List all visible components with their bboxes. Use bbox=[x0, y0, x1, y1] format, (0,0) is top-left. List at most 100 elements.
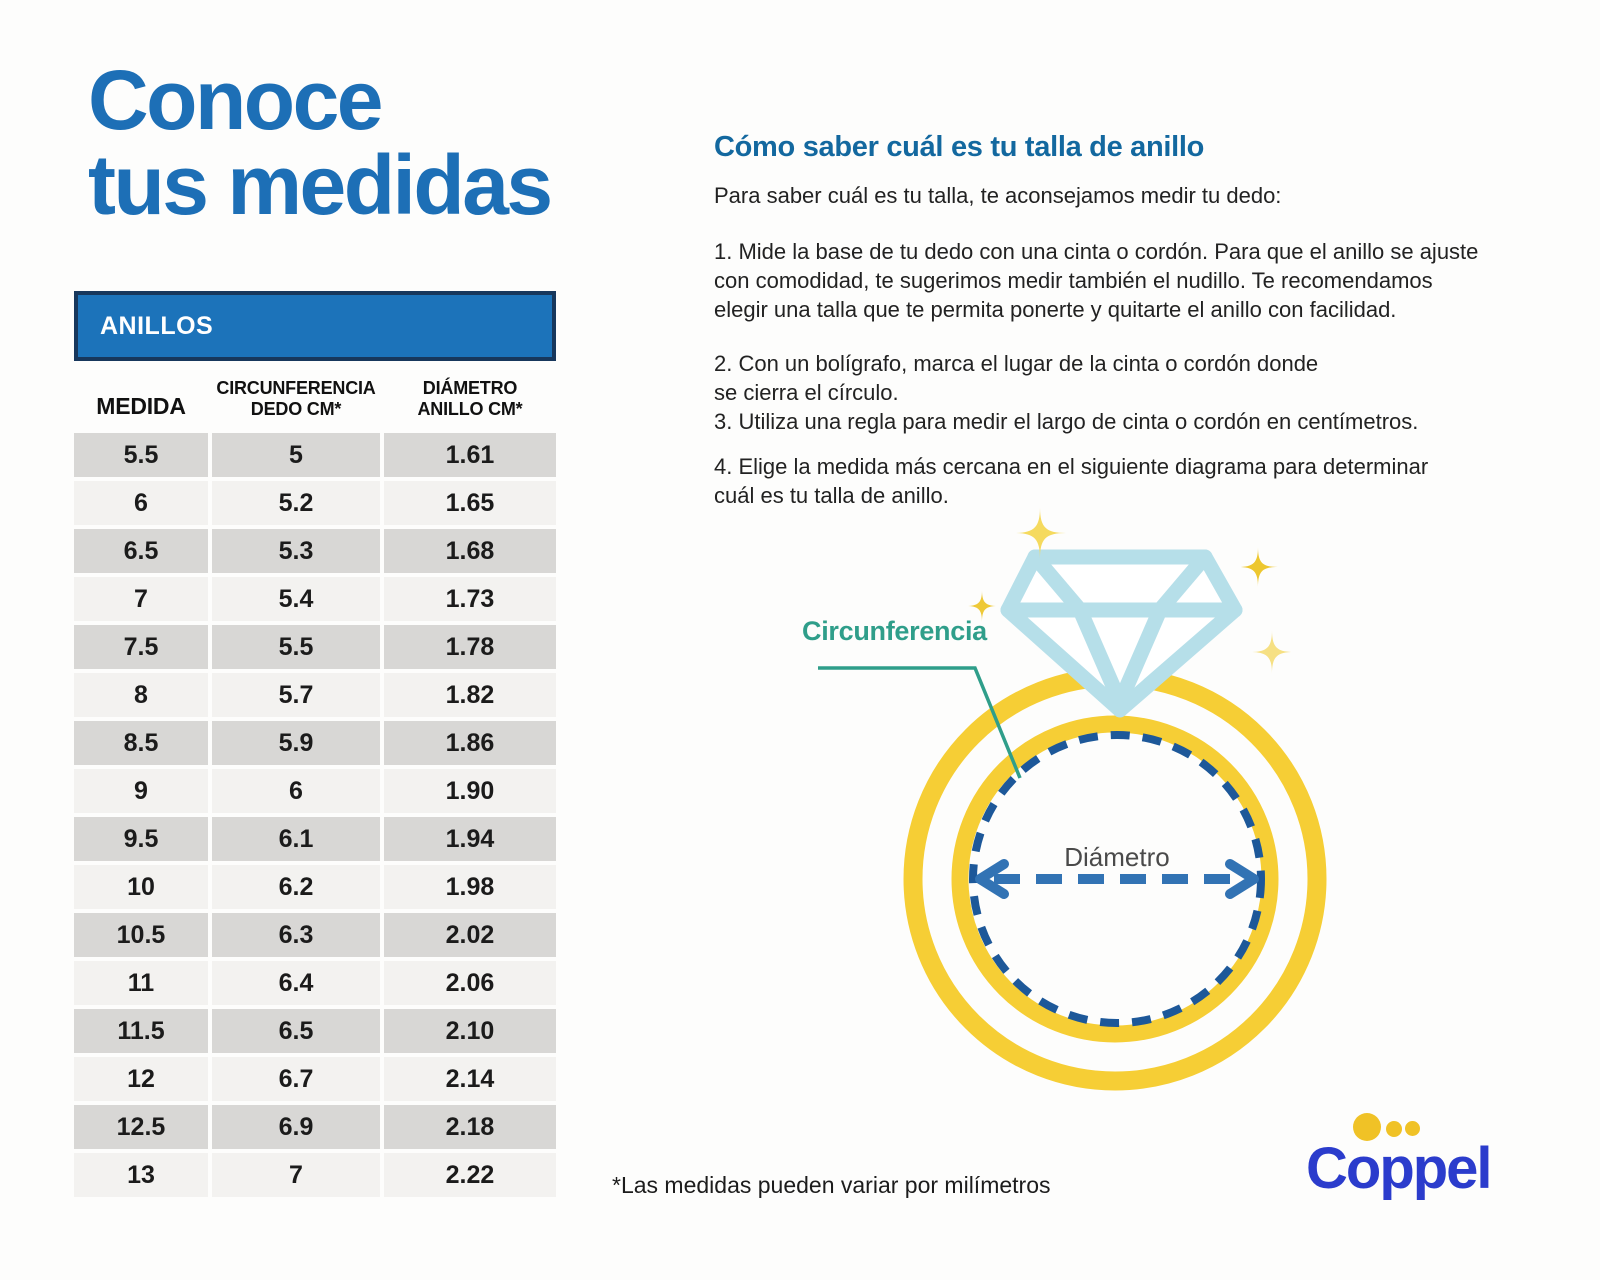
instructions-heading: Cómo saber cuál es tu talla de anillo bbox=[714, 131, 1205, 163]
instruction-step-1: 1. Mide la base de tu dedo con una cinta… bbox=[714, 239, 1479, 322]
table-cell: 5 bbox=[212, 433, 380, 477]
table-cell: 6.3 bbox=[212, 913, 380, 957]
coppel-logo: Coppel bbox=[1300, 1105, 1530, 1215]
table-cell: 2.22 bbox=[384, 1153, 556, 1197]
circumference-leader-line bbox=[818, 666, 1022, 779]
table-cell: 10.5 bbox=[74, 913, 208, 957]
table-cell: 2.06 bbox=[384, 961, 556, 1005]
table-cell: 7 bbox=[74, 577, 208, 621]
table-cell: 9.5 bbox=[74, 817, 208, 861]
table-cell: 6.2 bbox=[212, 865, 380, 909]
table-row: 5.5 5 1.61 bbox=[74, 433, 556, 477]
table-column-headers: MEDIDA CIRCUNFERENCIA DEDO CM* DIÁMETRO … bbox=[74, 371, 556, 421]
table-cell: 5.9 bbox=[212, 721, 380, 765]
sparkle-icon bbox=[1014, 507, 1066, 559]
table-row: 8 5.7 1.82 bbox=[74, 673, 556, 717]
instructions-intro: Para saber cuál es tu talla, te aconseja… bbox=[714, 183, 1282, 208]
diameter-arrow bbox=[975, 859, 1259, 899]
instruction-step-2: 2. Con un bolígrafo, marca el lugar de l… bbox=[714, 351, 1319, 405]
table-rows: 5.5 5 1.61 6 5.2 1.65 6.5 5.3 1.68 7 5.4 1.73 7.5 5.5… bbox=[74, 433, 556, 1201]
table-row: 9.5 6.1 1.94 bbox=[74, 817, 556, 861]
table-cell: 2.14 bbox=[384, 1057, 556, 1101]
table-cell: 5.5 bbox=[212, 625, 380, 669]
table-row: 12.5 6.9 2.18 bbox=[74, 1105, 556, 1149]
table-cell: 1.73 bbox=[384, 577, 556, 621]
table-cell: 1.82 bbox=[384, 673, 556, 717]
table-cell: 13 bbox=[74, 1153, 208, 1197]
table-cell: 1.90 bbox=[384, 769, 556, 813]
table-cell: 6.4 bbox=[212, 961, 380, 1005]
table-row: 7 5.4 1.73 bbox=[74, 577, 556, 621]
table-cell: 2.02 bbox=[384, 913, 556, 957]
table-cell: 6.1 bbox=[212, 817, 380, 861]
table-cell: 5.5 bbox=[74, 433, 208, 477]
table-cell: 1.61 bbox=[384, 433, 556, 477]
sparkle-icon bbox=[1250, 630, 1294, 674]
table-cell: 11 bbox=[74, 961, 208, 1005]
logo-dot-large-icon bbox=[1353, 1113, 1381, 1141]
table-row: 6.5 5.3 1.68 bbox=[74, 529, 556, 573]
circumference-dashed-circle bbox=[969, 731, 1265, 1027]
instruction-step-3: 3. Utiliza una regla para medir el largo… bbox=[714, 409, 1419, 434]
circumference-label: Circunferencia bbox=[802, 616, 987, 646]
page-title: Conoce tus medidas bbox=[88, 53, 553, 232]
coppel-wordmark: Coppel bbox=[1306, 1136, 1493, 1201]
table-row: 11.5 6.5 2.10 bbox=[74, 1009, 556, 1053]
table-cell: 6 bbox=[212, 769, 380, 813]
diamond-icon bbox=[1000, 549, 1243, 718]
diameter-label: Diámetro bbox=[1064, 842, 1170, 872]
table-cell: 2.10 bbox=[384, 1009, 556, 1053]
table-cell: 5.2 bbox=[212, 481, 380, 525]
table-cell: 7 bbox=[212, 1153, 380, 1197]
table-cell: 10 bbox=[74, 865, 208, 909]
table-cell: 5.7 bbox=[212, 673, 380, 717]
table-row: 11 6.4 2.06 bbox=[74, 961, 556, 1005]
table-cell: 9 bbox=[74, 769, 208, 813]
table-row: 10 6.2 1.98 bbox=[74, 865, 556, 909]
table-cell: 2.18 bbox=[384, 1105, 556, 1149]
table-cell: 8.5 bbox=[74, 721, 208, 765]
table-cell: 1.78 bbox=[384, 625, 556, 669]
table-cell: 1.68 bbox=[384, 529, 556, 573]
page-title-line-2: tus medidas bbox=[88, 138, 553, 232]
table-cell: 1.86 bbox=[384, 721, 556, 765]
table-cell: 1.94 bbox=[384, 817, 556, 861]
sparkle-icon bbox=[966, 590, 998, 622]
column-header-diametro: DIÁMETRO ANILLO CM* bbox=[417, 377, 523, 419]
column-header-circunferencia: CIRCUNFERENCIA DEDO CM* bbox=[216, 377, 376, 419]
table-cell: 1.65 bbox=[384, 481, 556, 525]
table-row: 8.5 5.9 1.86 bbox=[74, 721, 556, 765]
table-row: 6 5.2 1.65 bbox=[74, 481, 556, 525]
table-banner-label: ANILLOS bbox=[100, 311, 214, 340]
table-cell: 8 bbox=[74, 673, 208, 717]
table-cell: 12 bbox=[74, 1057, 208, 1101]
table-row: 13 7 2.22 bbox=[74, 1153, 556, 1197]
table-cell: 1.98 bbox=[384, 865, 556, 909]
logo-dot-small-icon bbox=[1405, 1121, 1420, 1136]
table-cell: 6.7 bbox=[212, 1057, 380, 1101]
instruction-step-4: 4. Elige la medida más cercana en el sig… bbox=[714, 454, 1429, 508]
sparkle-icons bbox=[966, 507, 1294, 674]
table-row: 12 6.7 2.14 bbox=[74, 1057, 556, 1101]
table-cell: 5.4 bbox=[212, 577, 380, 621]
table-cell: 7.5 bbox=[74, 625, 208, 669]
table-row: 7.5 5.5 1.78 bbox=[74, 625, 556, 669]
column-header-medida: MEDIDA bbox=[96, 392, 186, 419]
table-cell: 12.5 bbox=[74, 1105, 208, 1149]
ring-size-table: ANILLOS MEDIDA CIRCUNFERENCIA DEDO CM* D… bbox=[74, 291, 556, 1197]
ring-inner-circle bbox=[951, 715, 1279, 1043]
page-title-line-1: Conoce bbox=[88, 53, 384, 147]
footnote: *Las medidas pueden variar por milímetro… bbox=[612, 1172, 1051, 1198]
table-banner: ANILLOS bbox=[74, 291, 556, 361]
logo-dot-medium-icon bbox=[1386, 1121, 1402, 1137]
table-cell: 6.5 bbox=[74, 529, 208, 573]
table-cell: 5.3 bbox=[212, 529, 380, 573]
table-cell: 11.5 bbox=[74, 1009, 208, 1053]
ring-diagram bbox=[818, 507, 1327, 1091]
table-cell: 6.5 bbox=[212, 1009, 380, 1053]
table-cell: 6.9 bbox=[212, 1105, 380, 1149]
sparkle-icon bbox=[1238, 547, 1278, 587]
table-cell: 6 bbox=[74, 481, 208, 525]
table-row: 9 6 1.90 bbox=[74, 769, 556, 813]
